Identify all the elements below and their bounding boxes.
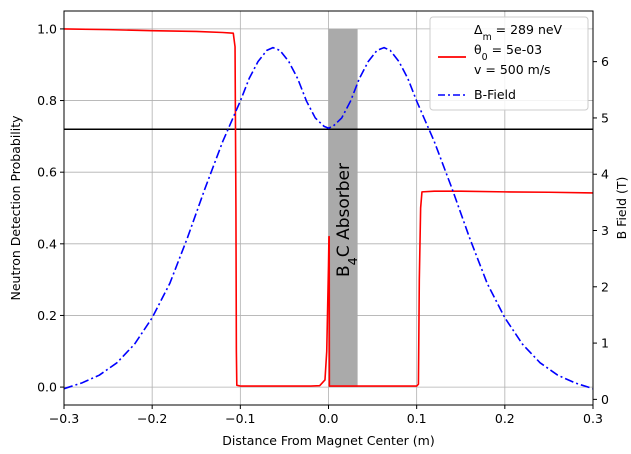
y2-tick-label: 6 <box>601 54 609 69</box>
x-tick-label: −0.2 <box>137 411 167 426</box>
legend-header: Δm = 289 neV <box>474 22 563 43</box>
y2-tick-label: 3 <box>601 223 609 238</box>
x-tick-label: 0.3 <box>583 411 603 426</box>
series-b-field <box>63 46 594 390</box>
y2-tick-label: 4 <box>601 167 609 182</box>
y2-tick-label: 2 <box>601 279 609 294</box>
y-tick-label: 0.2 <box>37 308 57 323</box>
absorber-band <box>328 28 358 388</box>
y2-axis-ticks: 0 1 2 3 4 5 6 <box>593 54 609 407</box>
absorber-label: B4C Absorber <box>334 163 361 277</box>
legend-label-velocity: v = 500 m/s <box>474 62 551 77</box>
y-axis-ticks: 0.0 0.2 0.4 0.6 0.8 1.0 <box>37 21 64 395</box>
y2-axis-title: B Field (T) <box>614 177 629 240</box>
series-detection-probability <box>63 28 594 387</box>
x-tick-label: −0.3 <box>49 411 79 426</box>
x-tick-label: 0.2 <box>495 411 515 426</box>
y-tick-label: 0.6 <box>37 165 57 180</box>
y-tick-label: 1.0 <box>37 21 57 36</box>
x-axis-ticks: −0.3 −0.2 −0.1 0.0 0.1 0.2 0.3 <box>49 405 603 426</box>
y2-tick-label: 0 <box>601 392 609 407</box>
x-tick-label: 0.0 <box>319 411 339 426</box>
series-layer <box>63 28 594 390</box>
absorber-layer: B4C Absorber <box>328 28 361 388</box>
x-axis-title: Distance From Magnet Center (m) <box>222 433 434 448</box>
y2-tick-label: 1 <box>601 336 609 351</box>
legend-label-bfield: B-Field <box>474 87 516 102</box>
y2-tick-label: 5 <box>601 110 609 125</box>
y-tick-label: 0.8 <box>37 93 57 108</box>
y-axis-title: Neutron Detection Probability <box>8 115 23 301</box>
legend-label-theta: θ0 = 5e-03 <box>474 42 542 63</box>
y-tick-label: 0.4 <box>37 236 57 251</box>
legend-box <box>429 16 589 111</box>
y-tick-label: 0.0 <box>37 380 57 395</box>
x-tick-label: 0.1 <box>407 411 427 426</box>
x-tick-label: −0.1 <box>225 411 255 426</box>
